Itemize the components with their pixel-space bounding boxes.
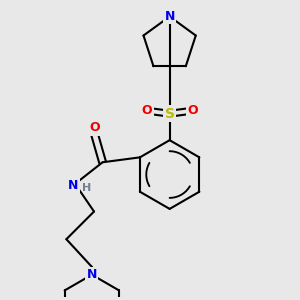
Text: O: O xyxy=(187,104,197,117)
Text: N: N xyxy=(87,268,97,281)
Text: H: H xyxy=(82,183,92,193)
Text: S: S xyxy=(165,107,175,121)
Text: O: O xyxy=(89,122,100,134)
Text: N: N xyxy=(164,10,175,23)
Text: O: O xyxy=(142,104,152,117)
Text: N: N xyxy=(68,179,78,192)
